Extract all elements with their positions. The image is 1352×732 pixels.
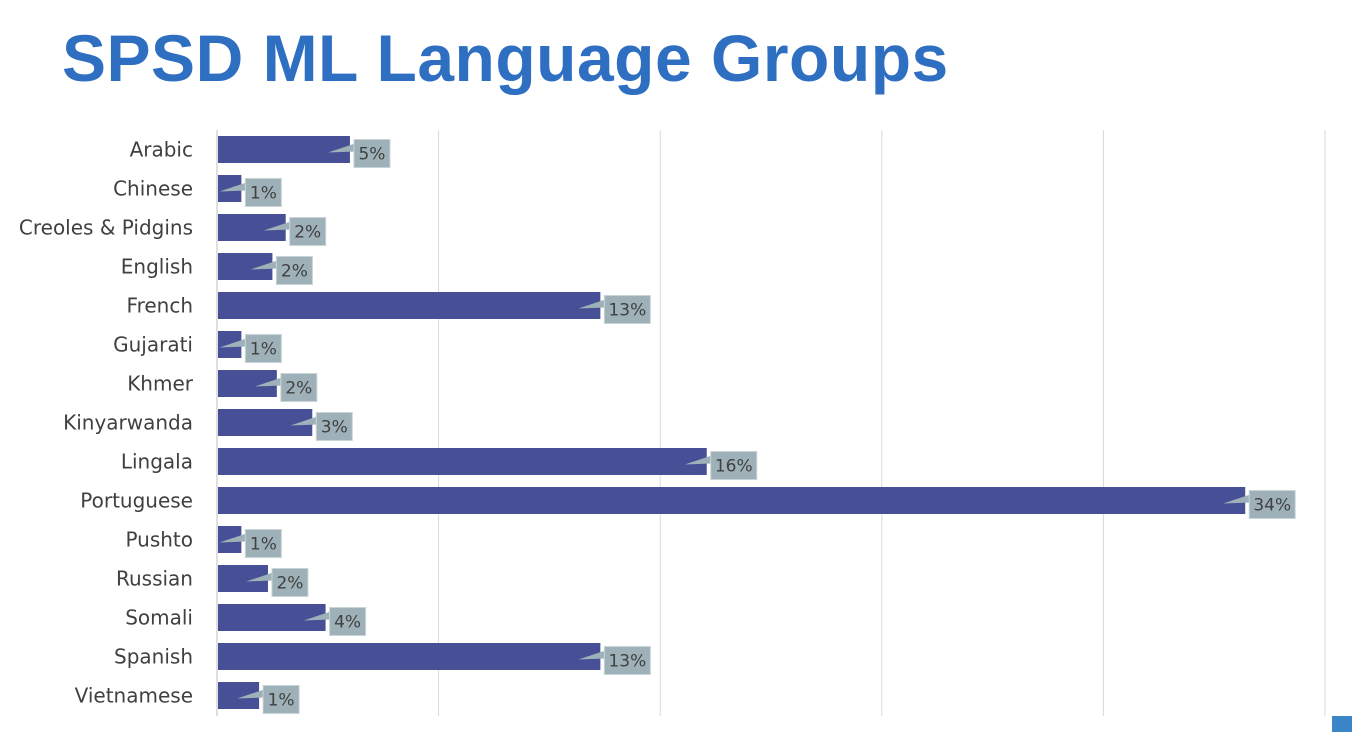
- category-label: Arabic: [130, 138, 193, 162]
- data-label: 34%: [1253, 496, 1291, 516]
- data-label-pointer: [1223, 494, 1251, 504]
- data-label-box: [353, 139, 391, 168]
- data-label-pointer: [327, 143, 355, 153]
- data-label-box: [244, 334, 282, 363]
- data-label: 13%: [608, 652, 646, 672]
- page-title: SPSD ML Language Groups: [62, 21, 949, 95]
- data-label-pointer: [254, 377, 282, 387]
- data-label-pointer: [219, 338, 247, 348]
- data-label-box: [603, 295, 651, 324]
- category-label: Gujarati: [113, 333, 193, 357]
- gridlines: [216, 130, 1326, 716]
- data-label-pointer: [578, 299, 606, 309]
- bar-lingala: [218, 448, 707, 475]
- data-label-box: [271, 568, 309, 597]
- category-label: English: [121, 255, 193, 279]
- category-label: Creoles & Pidgins: [19, 216, 193, 240]
- data-label-box: [315, 412, 353, 441]
- category-label: Russian: [116, 567, 193, 591]
- data-label: 1%: [250, 535, 277, 555]
- bar-portuguese: [218, 487, 1246, 514]
- data-label-pointer: [578, 650, 606, 660]
- bar-french: [218, 292, 601, 319]
- data-label: 3%: [321, 418, 348, 438]
- category-label: Chinese: [113, 177, 193, 201]
- category-labels: Arabic Chinese Creoles & Pidgins English Fre…: [19, 138, 194, 708]
- category-label: Pushto: [125, 528, 193, 552]
- data-label: 2%: [294, 223, 321, 243]
- data-label-box: [603, 646, 651, 675]
- data-label-box: [280, 373, 318, 402]
- category-label: Lingala: [121, 450, 193, 474]
- bar-spanish: [218, 643, 601, 670]
- data-label: 1%: [250, 184, 277, 204]
- data-label-pointer: [219, 182, 247, 192]
- data-label-pointer: [219, 533, 247, 543]
- data-label-pointer: [237, 689, 265, 699]
- data-label: 16%: [715, 457, 753, 477]
- category-label: Portuguese: [80, 489, 193, 513]
- data-label-box: [1248, 490, 1296, 519]
- data-label: 1%: [268, 691, 295, 711]
- data-label: 13%: [608, 301, 646, 321]
- data-label-pointer: [245, 572, 273, 582]
- data-label-box: [244, 529, 282, 558]
- data-label: 2%: [281, 262, 308, 282]
- category-label: Khmer: [127, 372, 194, 396]
- data-label: 5%: [358, 145, 385, 165]
- data-label-box: [244, 178, 282, 207]
- bar-somali: [218, 604, 326, 631]
- bar-kinyarwanda: [218, 409, 313, 436]
- corner-accent: [1332, 716, 1352, 732]
- category-label: Kinyarwanda: [63, 411, 193, 435]
- category-label: Vietnamese: [75, 684, 193, 708]
- data-label-box: [329, 607, 367, 636]
- data-label-pointer: [263, 221, 291, 231]
- data-label-pointer: [303, 611, 331, 621]
- data-label-box: [710, 451, 758, 480]
- data-label-pointer: [684, 455, 712, 465]
- data-label: 2%: [276, 574, 303, 594]
- category-label: French: [127, 294, 193, 318]
- data-labels: 5% 1% 2% 2% 13% 1% 2% 3% 16% 34% 1% 2% 4% 13% 1%: [219, 139, 1296, 714]
- bar-arabic: [218, 136, 350, 163]
- data-label-pointer: [250, 260, 278, 270]
- data-label-pointer: [290, 416, 318, 426]
- data-label-box: [275, 256, 313, 285]
- bars: [218, 136, 1246, 709]
- category-label: Spanish: [114, 645, 193, 669]
- data-label: 1%: [250, 340, 277, 360]
- data-label-box: [262, 685, 300, 714]
- data-label: 2%: [285, 379, 312, 399]
- category-label: Somali: [125, 606, 193, 630]
- data-label-box: [289, 217, 327, 246]
- data-label: 4%: [334, 613, 361, 633]
